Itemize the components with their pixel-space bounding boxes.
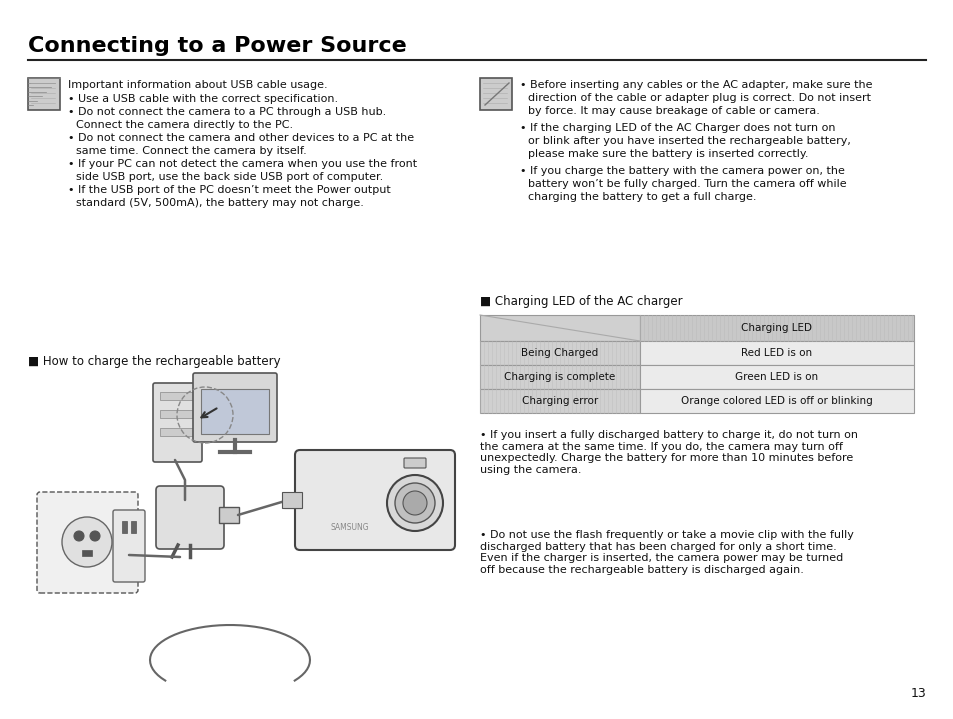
FancyBboxPatch shape [639,365,913,389]
Text: ■ Charging LED of the AC charger: ■ Charging LED of the AC charger [479,295,682,308]
Text: Charging LED: Charging LED [740,323,812,333]
Text: • If you charge the battery with the camera power on, the: • If you charge the battery with the cam… [519,166,844,176]
Text: • Use a USB cable with the correct specification.: • Use a USB cable with the correct speci… [68,94,337,104]
FancyBboxPatch shape [479,341,639,365]
FancyBboxPatch shape [403,458,426,468]
FancyBboxPatch shape [152,383,202,462]
FancyBboxPatch shape [219,507,239,523]
FancyBboxPatch shape [193,373,276,442]
Text: ■ How to charge the rechargeable battery: ■ How to charge the rechargeable battery [28,355,280,368]
Text: side USB port, use the back side USB port of computer.: side USB port, use the back side USB por… [76,172,383,182]
Circle shape [62,517,112,567]
Text: Important information about USB cable usage.: Important information about USB cable us… [68,80,327,90]
Text: • If your PC can not detect the camera when you use the front: • If your PC can not detect the camera w… [68,159,416,169]
Circle shape [74,531,84,541]
FancyBboxPatch shape [479,315,639,341]
Text: same time. Connect the camera by itself.: same time. Connect the camera by itself. [76,146,307,156]
FancyBboxPatch shape [294,450,455,550]
Circle shape [402,491,427,515]
Text: charging the battery to get a full charge.: charging the battery to get a full charg… [527,192,756,202]
FancyBboxPatch shape [28,78,60,110]
Text: Green LED is on: Green LED is on [735,372,818,382]
Text: Charging error: Charging error [521,396,598,406]
FancyBboxPatch shape [160,410,194,418]
Text: • Before inserting any cables or the AC adapter, make sure the: • Before inserting any cables or the AC … [519,80,872,90]
FancyBboxPatch shape [282,492,302,508]
Text: Being Charged: Being Charged [521,348,598,358]
Text: please make sure the battery is inserted correctly.: please make sure the battery is inserted… [527,149,807,159]
FancyBboxPatch shape [479,365,639,389]
FancyBboxPatch shape [112,510,145,582]
Text: or blink after you have inserted the rechargeable battery,: or blink after you have inserted the rec… [527,136,850,146]
Text: • Do not connect the camera and other devices to a PC at the: • Do not connect the camera and other de… [68,133,414,143]
FancyBboxPatch shape [639,315,913,341]
Text: • If the charging LED of the AC Charger does not turn on: • If the charging LED of the AC Charger … [519,123,835,133]
FancyBboxPatch shape [639,389,913,413]
Text: SAMSUNG: SAMSUNG [331,523,369,531]
FancyBboxPatch shape [160,392,194,400]
Text: Connecting to a Power Source: Connecting to a Power Source [28,36,406,56]
Text: • If the USB port of the PC doesn’t meet the Power output: • If the USB port of the PC doesn’t meet… [68,185,391,195]
FancyBboxPatch shape [160,428,194,436]
Circle shape [387,475,442,531]
Text: • Do not connect the camera to a PC through a USB hub.: • Do not connect the camera to a PC thro… [68,107,386,117]
FancyBboxPatch shape [82,550,91,556]
Text: standard (5V, 500mA), the battery may not charge.: standard (5V, 500mA), the battery may no… [76,198,363,208]
Text: • Do not use the flash frequently or take a movie clip with the fully
discharged: • Do not use the flash frequently or tak… [479,530,853,574]
Text: Orange colored LED is off or blinking: Orange colored LED is off or blinking [680,396,872,406]
FancyBboxPatch shape [156,486,224,549]
Text: battery won’t be fully charged. Turn the camera off while: battery won’t be fully charged. Turn the… [527,179,845,189]
Text: direction of the cable or adapter plug is correct. Do not insert: direction of the cable or adapter plug i… [527,93,870,103]
Text: 13: 13 [909,687,925,700]
FancyBboxPatch shape [37,492,138,593]
FancyBboxPatch shape [284,494,301,508]
FancyBboxPatch shape [639,341,913,365]
Circle shape [90,531,100,541]
Text: by force. It may cause breakage of cable or camera.: by force. It may cause breakage of cable… [527,106,819,116]
FancyBboxPatch shape [131,521,136,533]
FancyBboxPatch shape [479,78,512,110]
Text: • If you insert a fully discharged battery to charge it, do not turn on
the came: • If you insert a fully discharged batte… [479,430,857,475]
Circle shape [395,483,435,523]
FancyBboxPatch shape [122,521,127,533]
FancyBboxPatch shape [201,389,269,434]
FancyBboxPatch shape [479,389,639,413]
Text: Red LED is on: Red LED is on [740,348,812,358]
Text: Charging is complete: Charging is complete [504,372,615,382]
Text: Connect the camera directly to the PC.: Connect the camera directly to the PC. [76,120,293,130]
